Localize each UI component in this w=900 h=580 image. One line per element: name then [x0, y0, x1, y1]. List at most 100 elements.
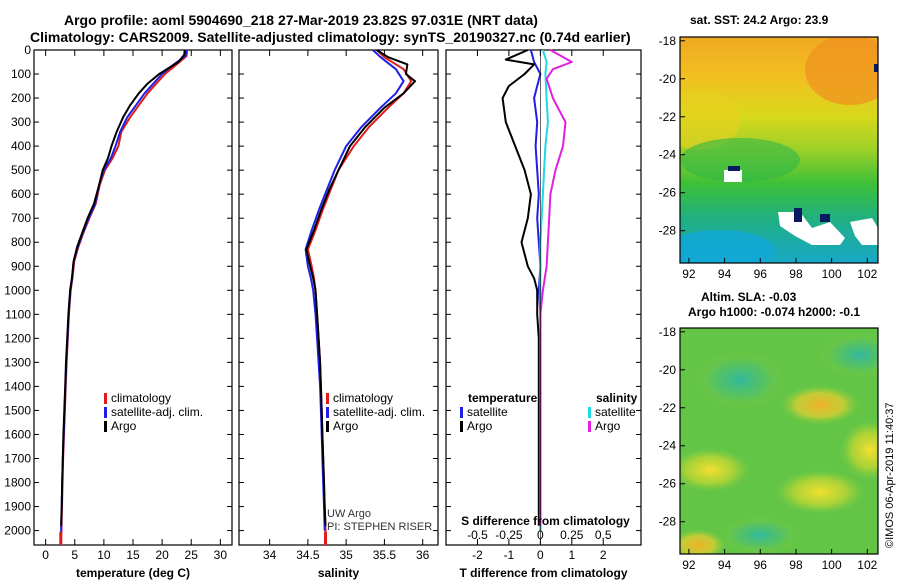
sla-high-eddy — [840, 420, 878, 480]
legend-title: temperature — [468, 391, 538, 405]
x-tick-label: -1 — [504, 548, 515, 562]
legend-label: satellite — [467, 405, 508, 419]
pi-annotation: PI: STEPHEN RISER — [327, 521, 432, 533]
y-tick-label: 600 — [11, 187, 31, 201]
sst-cool-patch — [680, 230, 775, 263]
x-tick-label: 25 — [185, 548, 199, 562]
sst-cool-patch — [680, 138, 800, 182]
sst-warm-patch — [805, 37, 878, 105]
cloud-edge — [820, 214, 830, 222]
secondary-tick-label: 0 — [537, 528, 544, 542]
legend-label: Argo — [595, 419, 621, 433]
y-tick-label: 1100 — [5, 307, 31, 321]
map-y-tick-label: -18 — [659, 325, 677, 339]
secondary-tick-label: -0.5 — [467, 528, 488, 542]
figure-title-line2: Climatology: CARS2009. Satellite-adjuste… — [30, 29, 631, 45]
sla-high-eddy — [680, 529, 726, 554]
sla-low-eddy — [820, 333, 878, 377]
x-tick-label: 10 — [97, 548, 111, 562]
sst-map-title: sat. SST: 24.2 Argo: 23.9 — [690, 13, 829, 27]
bottom-marker — [323, 532, 327, 545]
y-tick-label: 700 — [11, 211, 31, 225]
legend-swatch — [588, 407, 591, 418]
sla-map-frame — [679, 327, 879, 555]
sla-low-eddy — [695, 352, 785, 408]
y-tick-label: 900 — [11, 259, 31, 273]
secondary-tick-label: -0.25 — [495, 528, 523, 542]
legend-label: climatology — [111, 391, 171, 405]
sst-map-panel: 92 94 96 98 100 102 -18 -20 -22 -24 -26 -28 sat. SS… — [659, 13, 879, 281]
x-tick-label: 20 — [155, 548, 169, 562]
copyright-stamp: ©IMOS 06-Apr-2019 11:40:37 — [884, 403, 896, 548]
map-y-tick-label: -26 — [659, 186, 677, 200]
series-line — [501, 49, 540, 526]
map-y-tick-label: -24 — [659, 439, 677, 453]
cloud-mask — [850, 218, 878, 245]
panel-frame — [445, 49, 642, 546]
map-y-tick-label: -24 — [659, 148, 677, 162]
sla-low-eddy — [720, 517, 800, 553]
x-tick-label: -2 — [472, 548, 483, 562]
y-tick-label: 1200 — [4, 331, 31, 345]
legend-swatch — [326, 393, 329, 404]
y-tick-label: 1800 — [4, 476, 31, 490]
series-line — [60, 49, 186, 526]
legend-label: Argo — [333, 419, 359, 433]
legend-label: satellite-adj. clim. — [333, 405, 425, 419]
legend-title: salinity — [596, 391, 638, 405]
map-y-tick-label: -18 — [659, 34, 677, 48]
map-y-tick-label: -22 — [659, 110, 677, 124]
panel-frame — [238, 49, 439, 546]
map-x-tick-label: 98 — [789, 267, 803, 281]
x-tick-label: 30 — [214, 548, 228, 562]
difference-panel: -2 -1 0 1 2 T difference from climatology temp… — [445, 49, 642, 580]
map-y-tick-label: -20 — [659, 363, 677, 377]
map-x-tick-label: 94 — [718, 267, 732, 281]
legend-swatch — [326, 407, 329, 418]
legend-swatch — [460, 421, 463, 432]
sla-high-eddy — [775, 470, 865, 514]
x-axis-label: T difference from climatology — [459, 566, 627, 580]
y-tick-label: 1900 — [4, 500, 31, 514]
y-tick-label: 300 — [11, 115, 31, 129]
map-x-tick-label: 102 — [857, 267, 877, 281]
series-line — [305, 49, 416, 526]
x-tick-label: 1 — [568, 548, 575, 562]
temperature-panel: 0 5 10 15 20 25 300100200300400500600700800900… — [4, 43, 233, 580]
x-tick-label: 0 — [42, 548, 49, 562]
y-tick-label: 1000 — [4, 283, 31, 297]
x-tick-label: 35 — [339, 548, 353, 562]
sst-warm-patch — [680, 90, 740, 150]
y-tick-label: 1400 — [4, 379, 31, 393]
map-x-tick-label: 92 — [682, 558, 696, 572]
sla-high-eddy — [780, 385, 860, 425]
legend-label: satellite-adj. clim. — [111, 405, 203, 419]
legend-swatch — [104, 407, 107, 418]
legend-swatch — [588, 421, 591, 432]
x-tick-label: 0 — [537, 548, 544, 562]
y-tick-label: 1300 — [4, 355, 31, 369]
cloud-edge — [728, 166, 740, 171]
y-tick-label: 800 — [11, 235, 31, 249]
map-y-tick-label: -28 — [659, 515, 677, 529]
x-axis-label: salinity — [318, 566, 360, 580]
legend-label: Argo — [111, 419, 137, 433]
sla-map-title: Altim. SLA: -0.03 — [701, 290, 797, 304]
series-line — [304, 49, 405, 531]
x-tick-label: 15 — [126, 548, 140, 562]
legend-swatch — [326, 421, 329, 432]
series-line — [59, 49, 188, 546]
y-tick-label: 100 — [11, 67, 31, 81]
y-tick-label: 500 — [11, 163, 31, 177]
pi-annotation: UW Argo — [327, 508, 371, 520]
salinity-panel: 34 34.5 35 35.5 36 salinity climatologysatelli… — [238, 49, 439, 580]
series-line — [539, 49, 573, 526]
map-x-tick-label: 100 — [822, 267, 842, 281]
x-tick-label: 36 — [416, 548, 430, 562]
y-tick-label: 2000 — [4, 524, 31, 538]
legend-label: Argo — [467, 419, 493, 433]
sla-map-subtitle: Argo h1000: -0.074 h2000: -0.1 — [688, 305, 860, 319]
legend-swatch — [104, 393, 107, 404]
map-x-tick-label: 96 — [754, 267, 768, 281]
